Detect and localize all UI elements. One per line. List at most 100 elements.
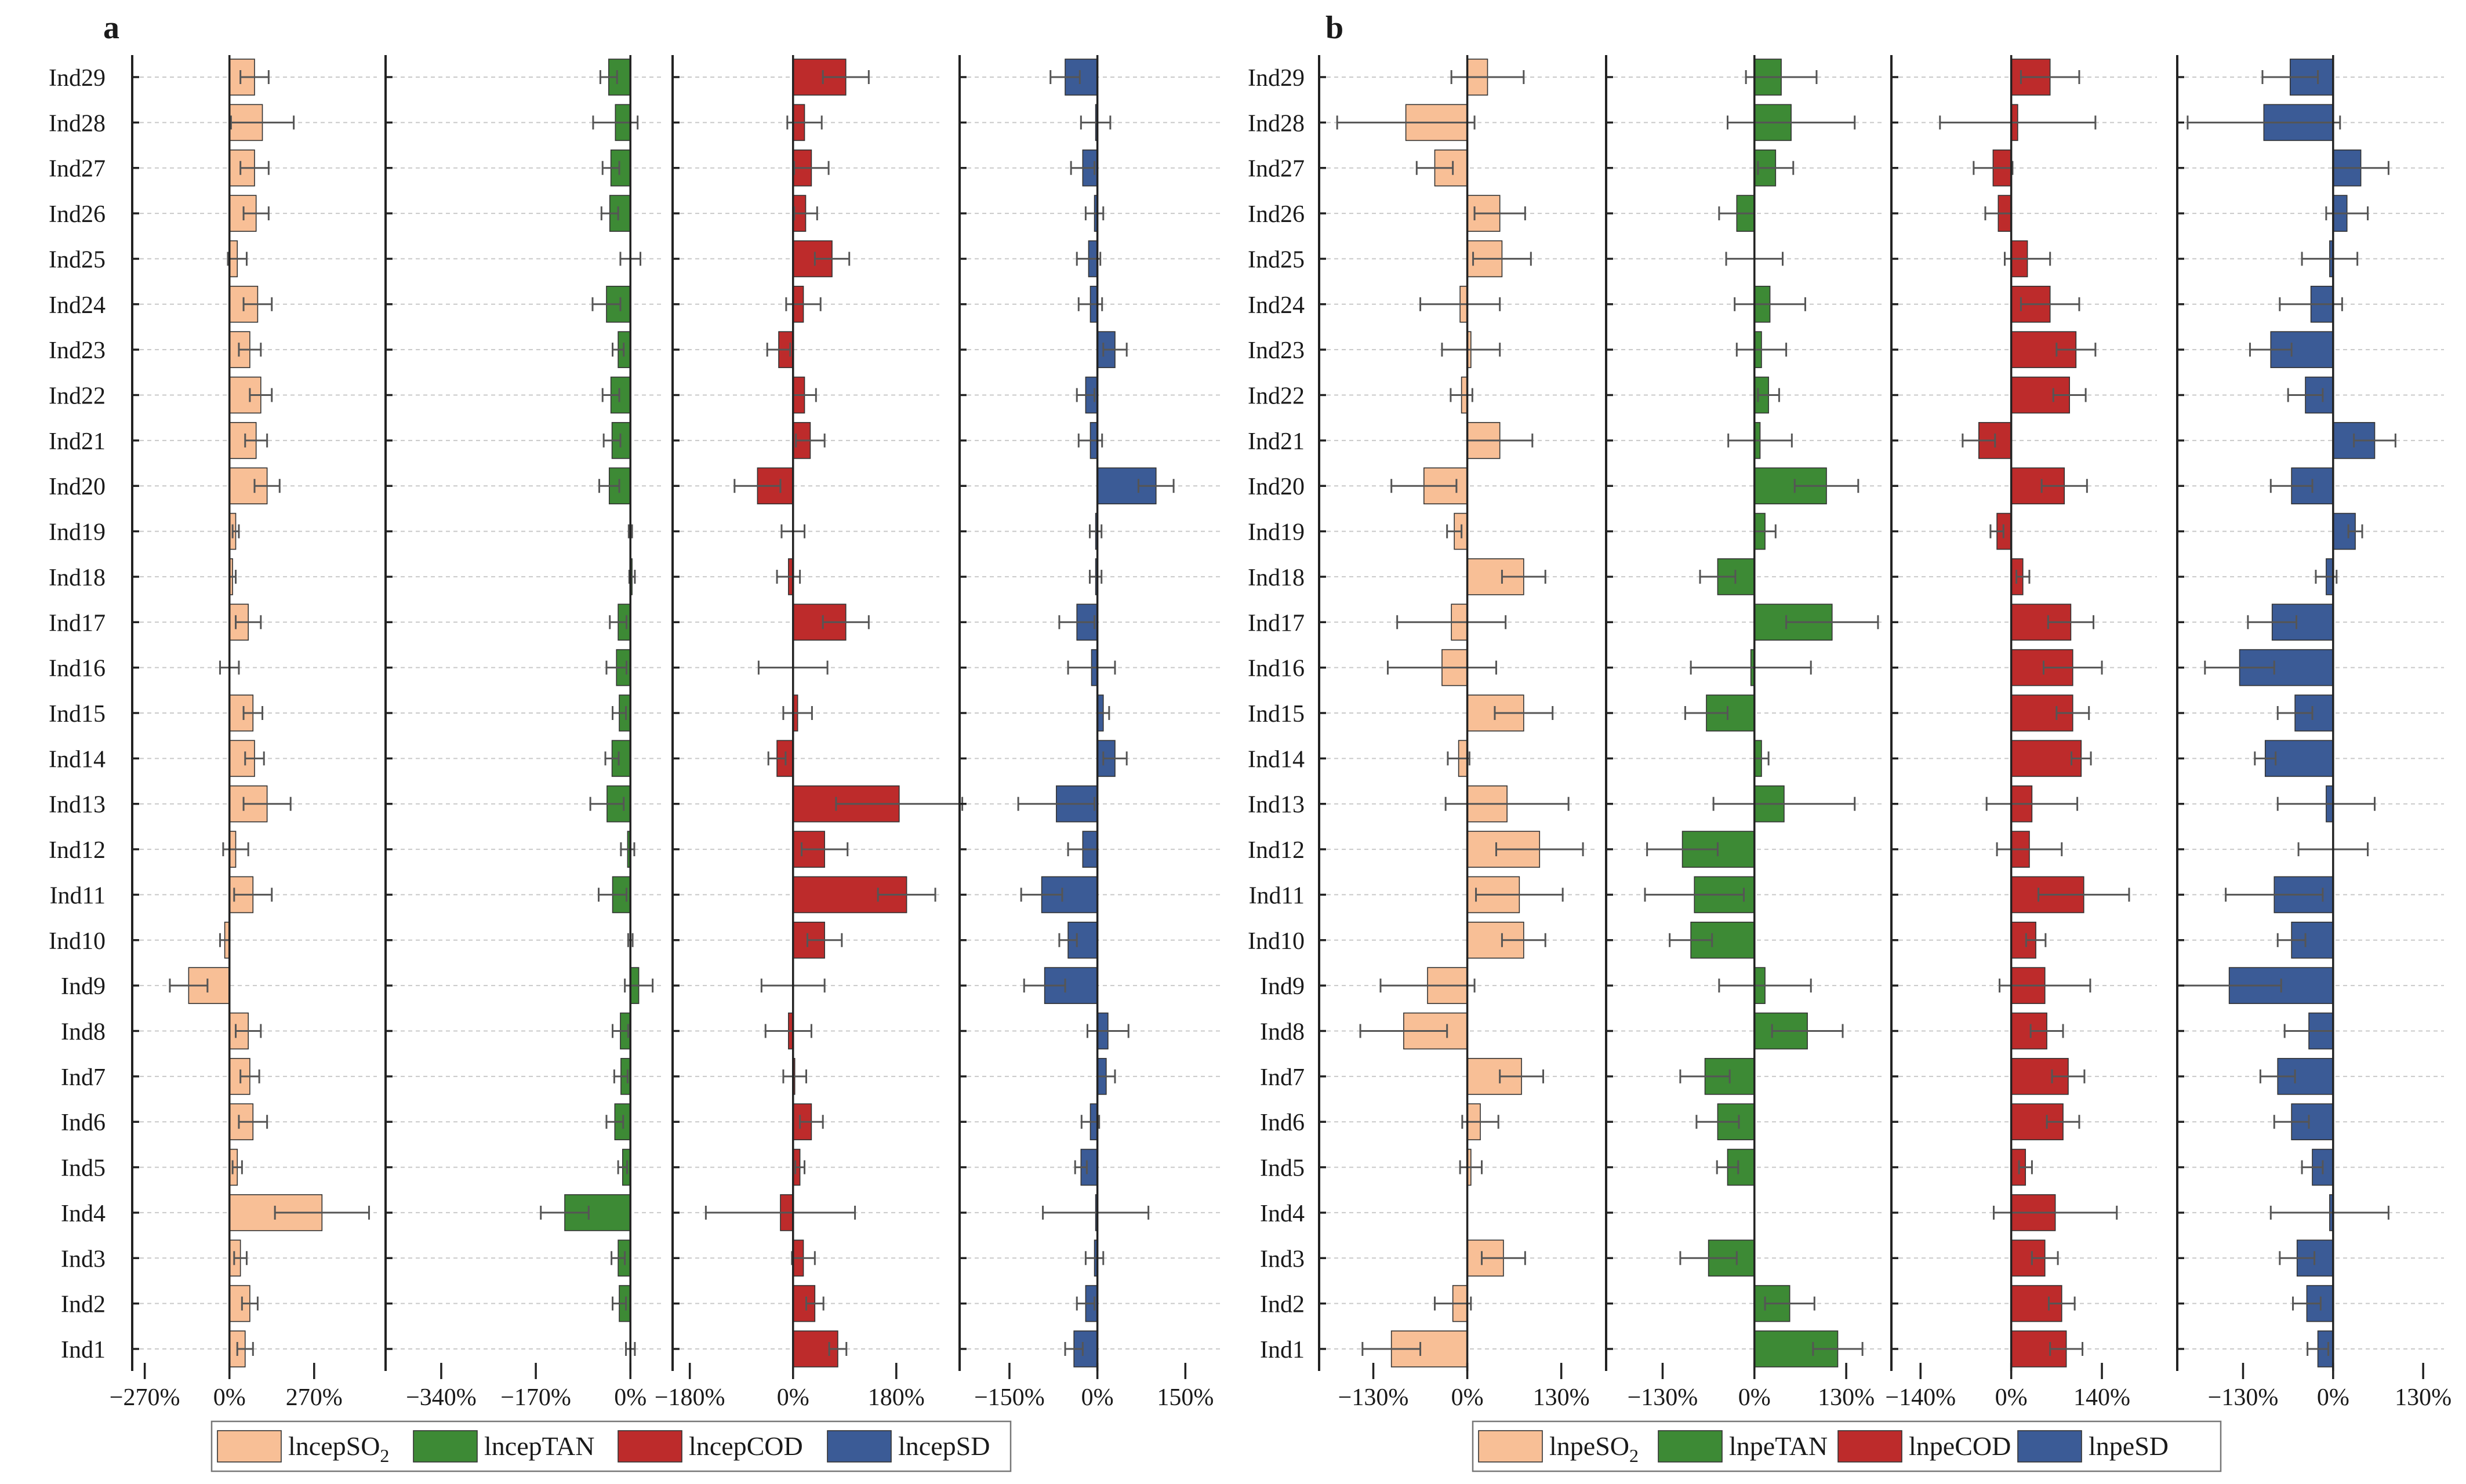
panel-label: a <box>103 10 119 46</box>
legend-label-lnpeCOD: lnpeCOD <box>1909 1431 2011 1461</box>
x-tick-label: 0% <box>614 1384 647 1411</box>
x-tick-label: 0% <box>2317 1384 2349 1411</box>
x-tick-label: −130% <box>1338 1384 1409 1411</box>
category-label: Ind6 <box>61 1110 106 1136</box>
category-label: Ind14 <box>49 746 106 773</box>
category-label: Ind4 <box>61 1201 106 1227</box>
category-label: Ind9 <box>1260 973 1305 1000</box>
legend-label-text: lncepTAN <box>484 1431 594 1461</box>
x-tick-label: −150% <box>974 1384 1045 1411</box>
category-label: Ind2 <box>61 1292 106 1318</box>
legend-swatch-lncepTAN <box>413 1430 478 1463</box>
x-tick-label: 0% <box>777 1384 809 1411</box>
category-label: Ind15 <box>1248 701 1305 728</box>
category-label: Ind23 <box>1248 337 1305 364</box>
category-label: Ind14 <box>1248 746 1305 773</box>
x-tick-label: 180% <box>868 1384 925 1411</box>
category-label: Ind3 <box>1260 1246 1305 1272</box>
x-tick-label: 0% <box>1738 1384 1771 1411</box>
legend-label-text: lnpeTAN <box>1729 1431 1828 1461</box>
category-label: Ind1 <box>61 1337 106 1363</box>
legend-label-lnpeSD: lnpeSD <box>2089 1431 2169 1461</box>
category-label: Ind10 <box>49 928 106 955</box>
category-label: Ind13 <box>49 792 106 819</box>
x-tick-label: −270% <box>110 1384 180 1411</box>
legend-label-text: lncepCOD <box>689 1431 803 1461</box>
category-label: Ind16 <box>1248 656 1305 682</box>
legend-label-text: lncepSD <box>898 1431 990 1461</box>
category-label: Ind8 <box>1260 1019 1305 1046</box>
category-label: Ind3 <box>61 1246 106 1272</box>
category-label: Ind16 <box>49 656 106 682</box>
category-label: Ind13 <box>1248 792 1305 819</box>
legend-label-text: lncepSO <box>288 1431 380 1461</box>
category-label: Ind10 <box>1248 928 1305 955</box>
category-label: Ind19 <box>1248 519 1305 546</box>
category-label: Ind11 <box>50 882 106 909</box>
x-tick-label: 0% <box>1995 1384 2028 1411</box>
x-tick-label: 140% <box>2073 1384 2130 1411</box>
legend-label-lncepSD: lncepSD <box>898 1431 990 1461</box>
legend-label-lncepSO2: lncepSO2 <box>288 1431 389 1466</box>
legend-label-lnpeSO2: lnpeSO2 <box>1549 1431 1639 1466</box>
category-label: Ind23 <box>49 337 106 364</box>
category-label: Ind18 <box>49 565 106 591</box>
category-label: Ind7 <box>61 1064 106 1091</box>
category-label: Ind5 <box>1260 1155 1305 1182</box>
category-label: Ind26 <box>49 201 106 228</box>
legend-swatch-lncepSO2 <box>217 1430 282 1463</box>
category-label: Ind20 <box>49 474 106 500</box>
legend-swatch-lnpeSO2 <box>1478 1430 1543 1463</box>
category-label: Ind28 <box>1248 110 1305 137</box>
legend-label-lnpeTAN: lnpeTAN <box>1729 1431 1828 1461</box>
category-label: Ind11 <box>1249 882 1305 909</box>
legend-label-text: lnpeSD <box>2089 1431 2169 1461</box>
x-tick-label: 150% <box>1157 1384 1214 1411</box>
x-tick-label: −130% <box>1628 1384 1698 1411</box>
category-label: Ind7 <box>1260 1064 1305 1091</box>
bar-lnpeSD-Ind14 <box>2264 740 2334 777</box>
x-tick-label: 130% <box>1818 1384 1875 1411</box>
category-label: Ind28 <box>49 110 106 137</box>
category-label: Ind27 <box>49 156 106 183</box>
category-label: Ind29 <box>49 65 106 92</box>
legend-swatch-lncepSD <box>827 1430 892 1463</box>
category-label: Ind29 <box>1248 65 1305 92</box>
legend-swatch-lnpeCOD <box>1837 1430 1902 1463</box>
category-label: Ind19 <box>49 519 106 546</box>
category-label: Ind2 <box>1260 1292 1305 1318</box>
x-tick-label: 130% <box>2395 1384 2452 1411</box>
x-tick-label: 130% <box>1533 1384 1590 1411</box>
category-label: Ind24 <box>1248 292 1305 319</box>
legend-label-text: lnpeCOD <box>1909 1431 2011 1461</box>
category-label: Ind1 <box>1260 1337 1305 1363</box>
category-label: Ind15 <box>49 701 106 728</box>
legend <box>210 1420 1012 1472</box>
x-tick-label: 0% <box>1081 1384 1114 1411</box>
category-label: Ind4 <box>1260 1201 1305 1227</box>
category-label: Ind25 <box>49 246 106 273</box>
category-label: Ind21 <box>1248 428 1305 455</box>
category-label: Ind21 <box>49 428 106 455</box>
category-label: Ind17 <box>49 610 106 636</box>
legend-label-text: lnpeSO <box>1549 1431 1629 1461</box>
category-label: Ind25 <box>1248 246 1305 273</box>
legend-swatch-lnpeSD <box>2017 1430 2082 1463</box>
category-label: Ind8 <box>61 1019 106 1046</box>
category-label: Ind12 <box>1248 837 1305 864</box>
category-label: Ind22 <box>1248 383 1305 410</box>
x-tick-label: −180% <box>655 1384 725 1411</box>
panel-label: b <box>1325 10 1343 46</box>
x-tick-label: −170% <box>500 1384 571 1411</box>
x-tick-label: 0% <box>213 1384 246 1411</box>
legend-swatch-lnpeTAN <box>1658 1430 1723 1463</box>
x-tick-label: −130% <box>2208 1384 2279 1411</box>
category-label: Ind27 <box>1248 156 1305 183</box>
category-label: Ind24 <box>49 292 106 319</box>
x-tick-label: −340% <box>406 1384 477 1411</box>
x-tick-label: −140% <box>1885 1384 1956 1411</box>
category-label: Ind9 <box>61 973 106 1000</box>
legend-label-lncepCOD: lncepCOD <box>689 1431 803 1461</box>
category-label: Ind22 <box>49 383 106 410</box>
